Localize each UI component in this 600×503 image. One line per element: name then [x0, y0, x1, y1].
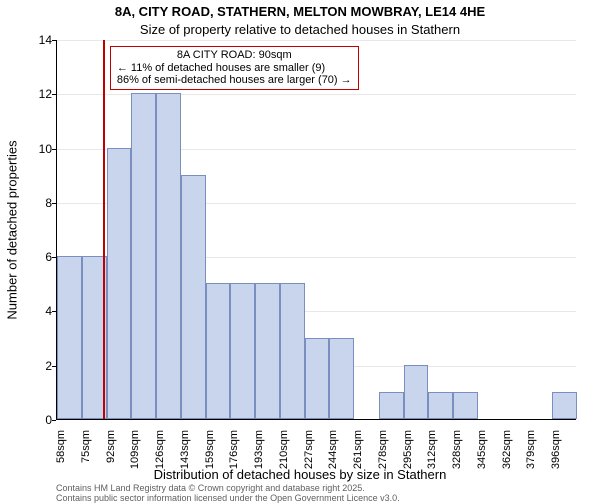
y-tick	[52, 420, 56, 421]
histogram-bar	[329, 338, 354, 419]
histogram-bar	[404, 365, 429, 419]
annotation-box: 8A CITY ROAD: 90sqm← 11% of detached hou…	[110, 46, 359, 90]
histogram-bar	[255, 283, 280, 419]
x-tick-label: 278sqm	[377, 430, 389, 480]
x-tick-label: 345sqm	[476, 430, 488, 480]
y-tick-label: 10	[22, 142, 52, 156]
x-tick-label: 210sqm	[278, 430, 290, 480]
y-tick-label: 14	[22, 33, 52, 47]
chart-title-main: 8A, CITY ROAD, STATHERN, MELTON MOWBRAY,…	[0, 4, 600, 19]
x-tick-label: 227sqm	[303, 430, 315, 480]
y-tick-label: 8	[22, 196, 52, 210]
attribution-line-2: Contains public sector information licen…	[56, 493, 400, 503]
y-tick-label: 4	[22, 304, 52, 318]
histogram-bar	[131, 93, 156, 419]
histogram-bar	[181, 175, 206, 419]
annotation-line-2: ← 11% of detached houses are smaller (9)	[117, 62, 352, 75]
chart-container: 8A, CITY ROAD, STATHERN, MELTON MOWBRAY,…	[0, 0, 600, 500]
y-axis-label: Number of detached properties	[5, 140, 20, 319]
x-tick-label: 396sqm	[550, 430, 562, 480]
histogram-bar	[107, 148, 132, 419]
y-tick	[52, 94, 56, 95]
x-tick-label: 379sqm	[525, 430, 537, 480]
x-tick-label: 261sqm	[352, 430, 364, 480]
y-tick	[52, 311, 56, 312]
reference-line	[103, 40, 105, 419]
annotation-line-1: 8A CITY ROAD: 90sqm	[117, 49, 352, 62]
histogram-bar	[552, 392, 577, 419]
y-tick-label: 6	[22, 250, 52, 264]
chart-title-sub: Size of property relative to detached ho…	[0, 22, 600, 37]
histogram-bar	[305, 338, 330, 419]
x-tick-label: 159sqm	[204, 430, 216, 480]
x-tick-label: 75sqm	[80, 430, 92, 480]
x-tick-label: 328sqm	[451, 430, 463, 480]
histogram-bar	[156, 93, 181, 419]
x-tick-label: 58sqm	[55, 430, 67, 480]
y-tick	[52, 149, 56, 150]
x-tick-label: 312sqm	[426, 430, 438, 480]
y-tick-label: 0	[22, 413, 52, 427]
histogram-bar	[230, 283, 255, 419]
x-tick-label: 176sqm	[228, 430, 240, 480]
x-tick-label: 193sqm	[253, 430, 265, 480]
histogram-bar	[453, 392, 478, 419]
x-tick-label: 143sqm	[179, 430, 191, 480]
x-tick-label: 244sqm	[327, 430, 339, 480]
y-tick-label: 12	[22, 87, 52, 101]
histogram-bar	[206, 283, 231, 419]
y-tick	[52, 203, 56, 204]
histogram-bar	[280, 283, 305, 419]
plot-area: 8A CITY ROAD: 90sqm← 11% of detached hou…	[56, 40, 576, 420]
y-tick	[52, 366, 56, 367]
attribution-line-1: Contains HM Land Registry data © Crown c…	[56, 483, 365, 493]
histogram-bar	[428, 392, 453, 419]
x-tick-label: 109sqm	[129, 430, 141, 480]
y-tick-label: 2	[22, 359, 52, 373]
x-tick-label: 362sqm	[501, 430, 513, 480]
y-tick	[52, 40, 56, 41]
y-tick	[52, 257, 56, 258]
grid-line	[57, 40, 576, 41]
annotation-line-3: 86% of semi-detached houses are larger (…	[117, 74, 352, 87]
x-tick-label: 92sqm	[105, 430, 117, 480]
x-tick-label: 295sqm	[402, 430, 414, 480]
x-tick-label: 126sqm	[154, 430, 166, 480]
histogram-bar	[57, 256, 82, 419]
histogram-bar	[379, 392, 404, 419]
